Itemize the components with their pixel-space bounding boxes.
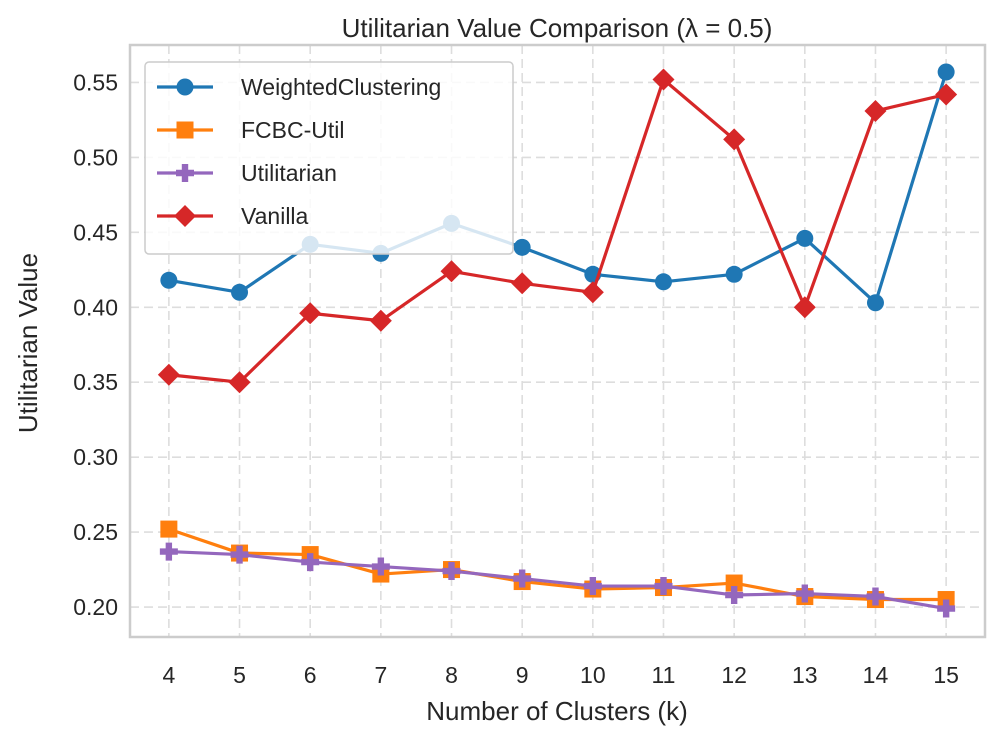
utilitarian-point <box>583 577 602 596</box>
utilitarian-line <box>168 549 947 611</box>
legend-label: WeightedClustering <box>241 74 441 100</box>
x-tick-label: 9 <box>516 662 529 688</box>
y-tick-label: 0.50 <box>73 144 118 170</box>
fcbc-util-point <box>725 574 743 592</box>
legend-marker <box>176 78 194 96</box>
legend-label: Vanilla <box>241 203 309 229</box>
utilitarian-point <box>795 584 814 603</box>
weightedclustering-point <box>937 63 955 81</box>
x-tick-label: 7 <box>374 662 387 688</box>
fcbc-util-line <box>168 527 947 602</box>
vanilla-point <box>864 99 887 122</box>
x-tick-label: 13 <box>792 662 818 688</box>
utilitarian-point <box>159 542 178 561</box>
vanilla-point <box>440 260 463 283</box>
vanilla-point <box>511 272 534 295</box>
legend: WeightedClustering FCBC-Util Utilitarian Va… <box>144 61 514 255</box>
legend-marker <box>174 205 196 227</box>
utilitarian-point <box>301 553 320 572</box>
legend-item-weightedclustering: WeightedClustering <box>157 74 441 100</box>
x-tick-label: 10 <box>580 662 606 688</box>
utilitarian-point <box>442 562 461 581</box>
series-vanilla <box>157 68 958 394</box>
x-tick-label: 6 <box>304 662 317 688</box>
vanilla-point <box>581 281 604 304</box>
y-tick-label: 0.55 <box>73 69 118 95</box>
utilitarian-point <box>654 577 673 596</box>
utilitarian-point <box>725 586 744 605</box>
legend-item-fcbc-util: FCBC-Util <box>157 117 345 143</box>
vanilla-point <box>652 68 675 91</box>
y-tick-label: 0.40 <box>73 294 118 320</box>
vanilla-point <box>157 363 180 386</box>
weightedclustering-point <box>866 294 884 312</box>
vanilla-point <box>723 128 746 151</box>
x-tick-label: 8 <box>445 662 458 688</box>
y-tick-label: 0.20 <box>73 594 118 620</box>
fcbc-util-point <box>160 520 178 538</box>
x-tick-label: 5 <box>233 662 246 688</box>
weightedclustering-point <box>725 265 743 283</box>
vanilla-point <box>228 371 251 394</box>
plot-frame <box>128 43 987 639</box>
utilitarian-point <box>371 557 390 576</box>
x-tick-label: 4 <box>162 662 175 688</box>
x-tick-label: 14 <box>863 662 889 688</box>
y-tick-label: 0.35 <box>73 369 118 395</box>
legend-item-vanilla: Vanilla <box>157 203 309 229</box>
utilitarian-point <box>937 599 956 618</box>
x-tick-label: 12 <box>721 662 747 688</box>
utilitarian-point <box>866 587 885 606</box>
legend-item-utilitarian: Utilitarian <box>157 160 337 186</box>
weightedclustering-point <box>654 273 672 291</box>
vanilla-point <box>793 296 816 319</box>
x-tick-label: 15 <box>933 662 959 688</box>
y-tick-label: 0.45 <box>73 219 118 245</box>
tick-labels: 0.20 0.25 0.30 0.35 0.40 0.45 0.50 0.55 4 5 6 7 8 9 10… <box>73 69 959 688</box>
vanilla-point <box>299 302 322 325</box>
legend-marker <box>176 164 194 182</box>
y-axis-label: Utilitarian Value <box>13 253 43 433</box>
vanilla-point <box>935 83 958 106</box>
weightedclustering-point <box>160 271 178 289</box>
utilitarian-point <box>230 545 249 564</box>
legend-label: Utilitarian <box>241 160 337 186</box>
legend-label: FCBC-Util <box>241 117 345 143</box>
vanilla-line <box>168 77 947 384</box>
y-tick-label: 0.30 <box>73 444 118 470</box>
utilitarian-point <box>513 569 532 588</box>
x-tick-label: 11 <box>652 662 676 688</box>
weightedclustering-point <box>796 229 814 247</box>
x-axis-label: Number of Clusters (k) <box>426 696 688 726</box>
vanilla-point <box>369 309 392 332</box>
series-utilitarian <box>159 542 956 618</box>
legend-box <box>144 61 514 255</box>
y-tick-label: 0.25 <box>73 519 118 545</box>
chart-title: Utilitarian Value Comparison (λ = 0.5) <box>342 13 773 43</box>
weightedclustering-point <box>513 238 531 256</box>
weightedclustering-point <box>231 283 249 301</box>
legend-marker <box>176 121 194 139</box>
